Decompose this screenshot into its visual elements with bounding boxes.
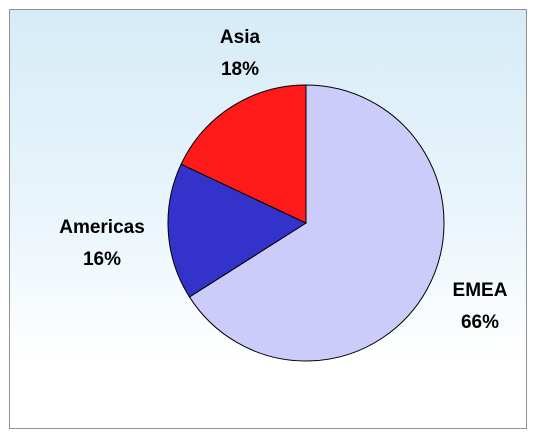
slice-label-emea: EMEA	[453, 280, 508, 301]
slice-percent-asia: 18%	[221, 59, 259, 80]
pie-slices	[167, 84, 445, 362]
slice-label-asia: Asia	[220, 27, 261, 48]
pie-labels: EMEA 66% Americas 16% Asia 18%	[59, 27, 508, 333]
chart-area: EMEA 66% Americas 16% Asia 18%	[9, 9, 527, 429]
pie-slice-asia	[180, 84, 307, 224]
slice-label-americas: Americas	[59, 217, 145, 238]
pie-slice-americas	[167, 163, 308, 298]
pie-slice-emea	[188, 84, 445, 362]
pie-chart: EMEA 66% Americas 16% Asia 18%	[59, 27, 508, 362]
slice-percent-americas: 16%	[83, 249, 121, 270]
slice-percent-emea: 66%	[461, 312, 499, 333]
